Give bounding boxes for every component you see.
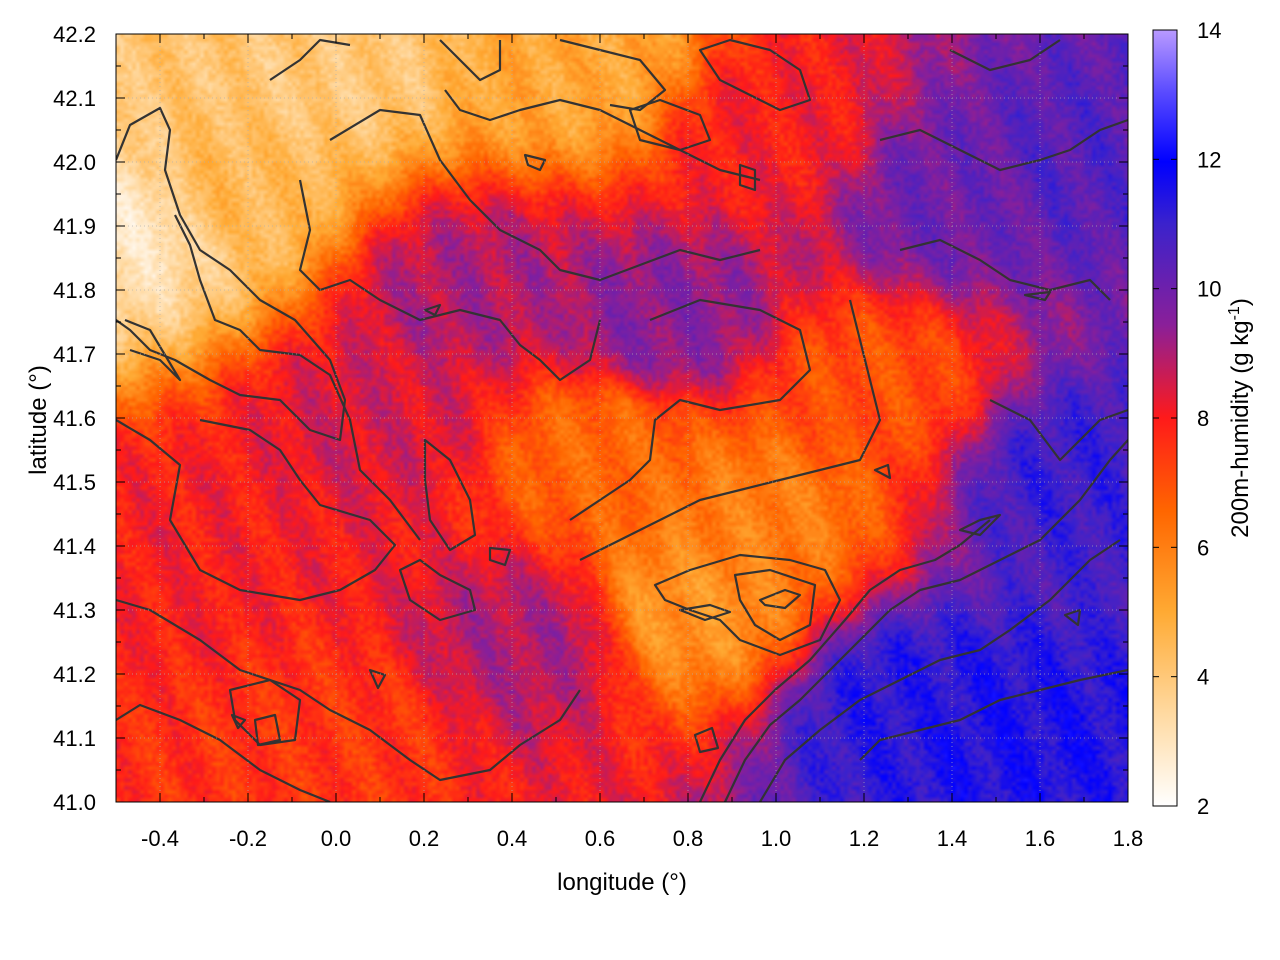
colorbar-tick-label: 2 xyxy=(1197,794,1209,819)
x-tick-label: 0.6 xyxy=(585,826,616,851)
y-tick-label: 41.9 xyxy=(53,214,96,239)
x-tick-label: -0.4 xyxy=(141,826,179,851)
y-axis-label: latitude (°) xyxy=(25,365,52,475)
x-tick-label: 0.0 xyxy=(321,826,352,851)
colorbar-label-main: 200m-humidity (g kg xyxy=(1227,320,1254,537)
x-tick-label: 1.6 xyxy=(1025,826,1056,851)
x-tick-label: 1.2 xyxy=(849,826,880,851)
contour-line xyxy=(488,546,512,567)
contour-line xyxy=(174,214,421,541)
contour-line xyxy=(423,303,442,317)
contour-line xyxy=(569,298,812,521)
contour-line xyxy=(329,108,761,282)
y-tick-label: 41.1 xyxy=(53,726,96,751)
contour-line xyxy=(873,463,892,480)
y-tick-label: 41.5 xyxy=(53,470,96,495)
colorbar-tick-label: 4 xyxy=(1197,665,1209,690)
contour-line xyxy=(116,106,347,442)
colorbar-tick-label: 10 xyxy=(1197,277,1221,302)
x-tick-label: 0.4 xyxy=(497,826,528,851)
y-tick-label: 41.3 xyxy=(53,598,96,623)
contour-line xyxy=(859,668,1128,761)
y-tick-label: 41.4 xyxy=(53,534,96,559)
x-tick-label: 1.0 xyxy=(761,826,792,851)
contour-line xyxy=(269,38,351,81)
contour-line xyxy=(693,726,720,754)
contour-line xyxy=(733,568,817,642)
contour-line xyxy=(1063,608,1082,627)
contour-line xyxy=(423,438,477,552)
contour-line xyxy=(678,603,732,622)
colorbar-label: 200m-humidity (g kg-1) xyxy=(1226,298,1254,538)
colorbar-ticks: 2 4 6 8 10 12 14 xyxy=(1153,18,1221,819)
contour-line xyxy=(116,418,397,602)
contour-line xyxy=(899,238,1111,301)
contour-line xyxy=(253,713,282,747)
x-tick-label: 0.2 xyxy=(409,826,440,851)
x-tick-label: -0.2 xyxy=(229,826,267,851)
plot-grid xyxy=(116,34,1128,802)
colorbar-tick-label: 8 xyxy=(1197,406,1209,431)
contour-line xyxy=(444,89,761,182)
contour-line xyxy=(439,39,502,82)
x-tick-label: 1.8 xyxy=(1113,826,1144,851)
contour-line xyxy=(949,39,1061,72)
contour-line xyxy=(116,703,331,802)
colorbar-label-exponent: -1 xyxy=(1226,306,1243,320)
contour-line xyxy=(124,318,182,382)
contour-line xyxy=(738,163,757,192)
contour-line xyxy=(653,553,842,657)
contour-line xyxy=(298,179,602,382)
contour-line xyxy=(758,588,802,610)
x-tick-label: 0.8 xyxy=(673,826,704,851)
y-tick-label: 41.0 xyxy=(53,790,96,815)
colorbar-label-close: ) xyxy=(1227,298,1254,306)
y-tick-label: 42.1 xyxy=(53,86,96,111)
contour-line xyxy=(879,118,1128,172)
contour-line xyxy=(579,299,882,561)
contour-line xyxy=(398,558,477,622)
contour-line xyxy=(759,539,1121,802)
x-tick-label: 1.4 xyxy=(937,826,968,851)
contour-line xyxy=(699,519,991,802)
contour-line xyxy=(724,439,1128,802)
colorbar-tick-label: 6 xyxy=(1197,535,1209,560)
contour-line xyxy=(698,38,812,112)
y-tick-label: 41.7 xyxy=(53,342,96,367)
y-tick-label: 41.6 xyxy=(53,406,96,431)
x-axis: -0.4 -0.2 0.0 0.2 0.4 0.6 0.8 1.0 1.2 1.4 1.6 1.8 xyxy=(115,34,1144,851)
x-axis-label: longitude (°) xyxy=(557,869,687,896)
y-tick-label: 42.2 xyxy=(53,22,96,47)
contour-line xyxy=(116,598,581,782)
y-axis: 41.0 41.1 41.2 41.3 41.4 41.5 41.6 41.7 41.8 41.9… xyxy=(53,22,1128,815)
contour-line xyxy=(628,98,712,152)
colorbar-tick-label: 14 xyxy=(1197,18,1221,43)
contour-line xyxy=(523,153,547,172)
y-tick-label: 42.0 xyxy=(53,150,96,175)
contour-line xyxy=(958,513,1002,537)
colorbar-tick-label: 12 xyxy=(1197,147,1221,172)
colorbar: 2 4 6 8 10 12 14 200m-humidity (g kg-1) xyxy=(1152,18,1254,819)
contour-line xyxy=(1023,290,1052,302)
contour-line xyxy=(230,713,247,730)
y-tick-label: 41.8 xyxy=(53,278,96,303)
contour-line xyxy=(368,668,387,690)
terrain-contours xyxy=(116,38,1128,802)
y-tick-label: 41.2 xyxy=(53,662,96,687)
